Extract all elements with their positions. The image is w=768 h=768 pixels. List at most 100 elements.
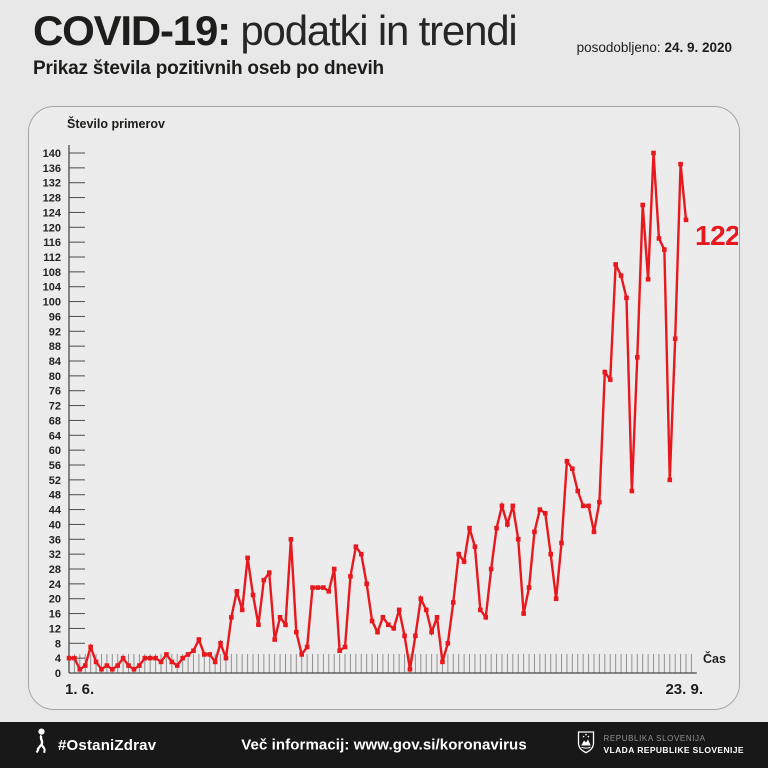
government-labels: REPUBLIKA SLOVENIJA VLADA REPUBLIKE SLOV… — [603, 734, 744, 756]
header: COVID-19: podatki in trendi posodobljeno… — [33, 7, 735, 80]
y-tick-label: 56 — [49, 460, 61, 472]
data-point — [602, 369, 608, 375]
data-point — [369, 618, 375, 624]
updated-label: posodobljeno: — [576, 40, 661, 55]
data-point — [256, 622, 261, 628]
data-point — [467, 525, 472, 531]
data-point — [326, 588, 332, 594]
data-point — [402, 633, 407, 639]
y-axis-title: Število primerov — [67, 117, 165, 131]
data-point — [109, 666, 115, 672]
data-point — [564, 458, 570, 464]
data-point — [591, 529, 597, 535]
data-point — [667, 477, 673, 483]
data-point — [191, 648, 196, 654]
data-point — [521, 611, 526, 616]
y-tick-label: 76 — [49, 386, 61, 398]
data-point — [570, 466, 575, 472]
data-point — [494, 525, 499, 531]
ostanizdrav-icon — [34, 728, 49, 762]
data-point — [672, 336, 678, 342]
y-tick-label: 24 — [49, 579, 62, 591]
x-axis-start-label: 1. 6. — [65, 681, 95, 698]
y-tick-label: 72 — [49, 401, 61, 413]
data-point — [483, 614, 489, 620]
y-tick-label: 80 — [49, 371, 61, 383]
data-point — [93, 659, 99, 665]
data-point — [229, 614, 234, 620]
y-tick-label: 140 — [43, 148, 61, 160]
data-point — [510, 503, 516, 509]
y-tick-label: 8 — [55, 638, 61, 650]
data-point — [618, 273, 624, 278]
data-point — [223, 655, 229, 661]
data-line — [69, 152, 688, 672]
data-point — [580, 503, 586, 509]
data-point — [380, 614, 386, 620]
data-point — [499, 503, 505, 509]
data-point — [542, 510, 548, 516]
data-point — [288, 536, 294, 542]
data-point — [645, 276, 651, 282]
footer-left: #OstaniZdrav — [34, 722, 156, 768]
y-tick-label: 64 — [49, 430, 62, 442]
data-point — [629, 488, 635, 494]
y-tick-label: 0 — [55, 668, 61, 680]
y-tick-label: 116 — [43, 237, 61, 249]
y-tick-label: 132 — [43, 178, 61, 190]
y-tick-label: 112 — [43, 252, 61, 264]
y-tick-label: 92 — [49, 326, 61, 338]
data-point — [131, 666, 137, 672]
data-point — [137, 663, 142, 668]
data-point — [413, 633, 418, 639]
data-point — [104, 663, 110, 668]
data-point — [526, 585, 532, 590]
data-point — [575, 488, 581, 494]
data-point — [72, 655, 77, 661]
data-point — [364, 581, 369, 587]
data-point — [245, 555, 250, 561]
data-point — [640, 202, 646, 208]
data-point — [88, 644, 93, 650]
data-point — [250, 592, 256, 598]
y-tick-label: 128 — [43, 193, 61, 205]
chart-subtitle: Prikaz števila pozitivnih oseb po dnevih — [33, 58, 384, 80]
data-point — [358, 551, 364, 557]
data-point — [348, 574, 353, 579]
data-point — [456, 551, 461, 557]
data-point — [440, 659, 445, 665]
data-point — [299, 652, 305, 657]
data-point — [99, 666, 104, 672]
data-point — [315, 585, 321, 590]
y-tick-label: 88 — [49, 341, 61, 353]
data-point — [651, 150, 656, 156]
footer-government: REPUBLIKA SLOVENIJA VLADA REPUBLIKE SLOV… — [577, 722, 744, 768]
y-tick-label: 52 — [49, 475, 61, 487]
data-point — [478, 607, 483, 613]
data-point — [261, 577, 267, 583]
data-point — [115, 663, 121, 668]
data-point — [445, 640, 451, 646]
data-point — [321, 585, 326, 590]
data-point — [310, 585, 315, 590]
data-point — [180, 655, 185, 661]
data-point — [164, 652, 169, 657]
data-point — [537, 507, 543, 512]
data-point — [515, 536, 521, 542]
y-tick-label: 28 — [49, 564, 61, 576]
y-tick-label: 36 — [49, 534, 61, 546]
data-point — [450, 600, 456, 605]
y-tick-label: 60 — [49, 445, 61, 457]
y-tick-label: 12 — [49, 623, 61, 635]
data-point — [153, 655, 158, 661]
data-point — [126, 663, 131, 668]
data-point — [597, 499, 602, 505]
footer-bar: #OstaniZdrav Več informacij: www.gov.si/… — [0, 722, 768, 768]
x-axis-title: Čas — [703, 652, 726, 666]
page-title-bold: COVID-19: — [33, 7, 231, 54]
data-point — [461, 559, 467, 564]
data-point — [266, 570, 272, 576]
data-point — [375, 629, 380, 635]
data-point — [294, 629, 299, 635]
